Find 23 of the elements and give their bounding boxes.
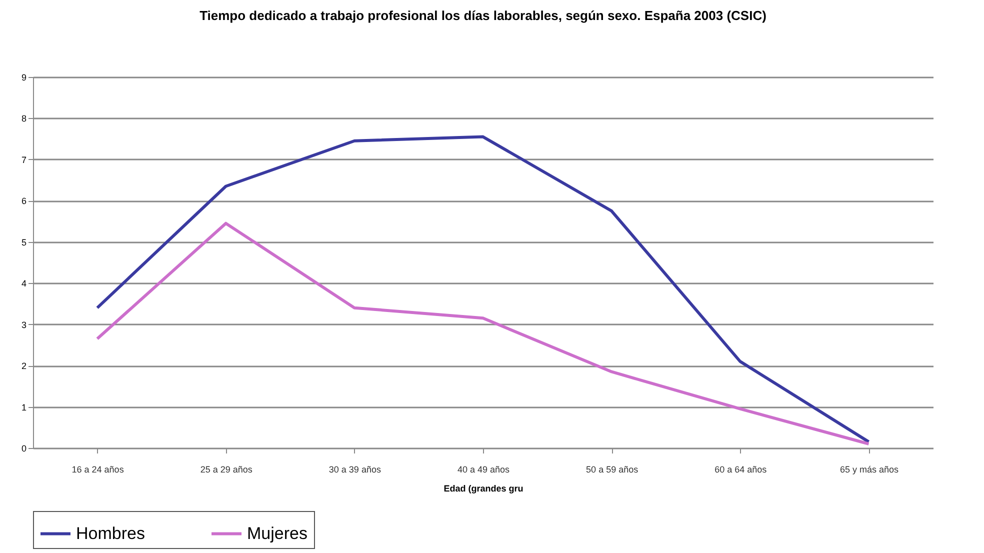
line-series (96, 135, 870, 444)
x-axis-title: Edad (grandes gru (444, 484, 524, 494)
y-tick-label: 6 (21, 196, 26, 206)
x-tick-label: 30 a 39 años (328, 464, 382, 474)
x-tick-label: 60 a 64 años (714, 464, 768, 474)
y-tick-label: 7 (21, 154, 26, 165)
legend-label: Hombres (76, 524, 145, 543)
y-tick-label: 2 (21, 361, 26, 372)
x-tick-label: 25 a 29 años (200, 464, 253, 474)
x-tick-label: 50 a 59 años (586, 464, 639, 474)
y-tick-label: 4 (21, 278, 26, 289)
x-tick-label: 65 y más años (840, 464, 899, 474)
x-tick-label: 16 a 24 años (72, 464, 124, 474)
chart-title: Tiempo dedicado a trabajo profesional los días laborables, según sexo. España 2003 (CSIC) (200, 8, 766, 23)
legend-label: Mujeres (247, 524, 308, 543)
y-tick-label: 3 (21, 320, 26, 330)
x-tick-label: 40 a 49 años (457, 464, 510, 474)
y-tick-label: 0 (21, 444, 26, 454)
y-tick-label: 9 (21, 72, 26, 82)
line-series (96, 222, 870, 446)
y-tick-label: 8 (21, 114, 26, 124)
y-tick-label: 1 (21, 402, 26, 412)
y-tick-label: 5 (21, 237, 26, 248)
